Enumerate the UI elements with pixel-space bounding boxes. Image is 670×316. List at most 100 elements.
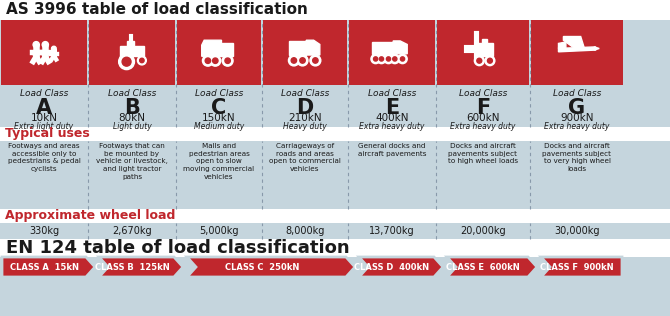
Circle shape: [291, 58, 297, 63]
Text: B: B: [124, 98, 140, 118]
FancyBboxPatch shape: [89, 20, 175, 85]
Text: Load Class: Load Class: [195, 89, 243, 98]
Text: 330kg: 330kg: [29, 226, 59, 236]
Circle shape: [299, 58, 306, 63]
Circle shape: [401, 57, 405, 61]
Circle shape: [377, 54, 386, 64]
Polygon shape: [120, 41, 144, 56]
Circle shape: [122, 57, 131, 66]
Text: Malls and
pedestrian areas
open to slow
moving commercial
vehicles: Malls and pedestrian areas open to slow …: [184, 143, 255, 180]
Text: AS 3996 table of load classification: AS 3996 table of load classification: [6, 3, 308, 17]
Text: Docks and aircraft
pavements subject
to high wheel loads: Docks and aircraft pavements subject to …: [448, 143, 518, 165]
Text: 150kN: 150kN: [202, 113, 236, 123]
FancyBboxPatch shape: [263, 20, 347, 85]
Circle shape: [42, 42, 48, 48]
Polygon shape: [447, 257, 537, 277]
Circle shape: [373, 57, 378, 61]
Text: Footways that can
be mounted by
vehicle or livestock,
and light tractor
paths: Footways that can be mounted by vehicle …: [96, 143, 168, 180]
Polygon shape: [2, 257, 95, 277]
Text: Load Class: Load Class: [553, 89, 601, 98]
Circle shape: [202, 55, 213, 66]
Text: 80kN: 80kN: [119, 113, 145, 123]
Text: CLASS E  600kN: CLASS E 600kN: [446, 263, 520, 271]
Polygon shape: [476, 39, 493, 56]
Polygon shape: [289, 41, 306, 55]
Circle shape: [477, 58, 482, 63]
Text: Approximate wheel load: Approximate wheel load: [5, 210, 176, 222]
Text: E: E: [385, 98, 399, 118]
Text: Load Class: Load Class: [20, 89, 68, 98]
FancyBboxPatch shape: [349, 20, 435, 85]
Text: Typical uses: Typical uses: [5, 127, 90, 141]
Circle shape: [488, 58, 492, 63]
Text: Light duty: Light duty: [113, 122, 151, 131]
FancyBboxPatch shape: [0, 239, 670, 257]
Text: Load Class: Load Class: [368, 89, 416, 98]
Text: EN 124 table of load classification: EN 124 table of load classification: [6, 239, 350, 257]
Circle shape: [297, 55, 308, 66]
FancyBboxPatch shape: [0, 127, 670, 141]
Polygon shape: [393, 41, 407, 54]
Polygon shape: [99, 257, 183, 277]
Text: 8,000kg: 8,000kg: [285, 226, 325, 236]
Polygon shape: [372, 42, 393, 54]
Text: CLASS A  15kN: CLASS A 15kN: [9, 263, 78, 271]
Text: 600kN: 600kN: [466, 113, 500, 123]
Text: Carriageways of
roads and areas
open to commercial
vehicles: Carriageways of roads and areas open to …: [269, 143, 341, 172]
Text: Extra heavy duty: Extra heavy duty: [544, 122, 610, 131]
Polygon shape: [559, 47, 596, 52]
Circle shape: [210, 55, 220, 66]
Text: A: A: [36, 98, 52, 118]
Circle shape: [384, 54, 393, 64]
Circle shape: [474, 56, 484, 66]
Circle shape: [393, 57, 397, 61]
Text: 210kN: 210kN: [288, 113, 322, 123]
Text: CLASS F  900kN: CLASS F 900kN: [540, 263, 614, 271]
FancyBboxPatch shape: [177, 20, 261, 85]
Circle shape: [225, 58, 230, 64]
Circle shape: [387, 57, 391, 61]
Text: D: D: [296, 98, 314, 118]
Circle shape: [398, 54, 407, 64]
Text: Heavy duty: Heavy duty: [283, 122, 327, 131]
Circle shape: [371, 54, 381, 64]
Text: 400kN: 400kN: [375, 113, 409, 123]
Text: Load Class: Load Class: [281, 89, 329, 98]
Text: Extra heavy duty: Extra heavy duty: [450, 122, 516, 131]
Text: CLASS C  250kN: CLASS C 250kN: [225, 263, 299, 271]
Text: 20,000kg: 20,000kg: [460, 226, 506, 236]
Circle shape: [139, 58, 144, 63]
Circle shape: [52, 46, 56, 51]
Circle shape: [212, 58, 218, 64]
Circle shape: [33, 42, 40, 48]
Circle shape: [485, 56, 495, 66]
Text: 10kN: 10kN: [31, 113, 58, 123]
Text: Footways and areas
accessible only to
pedestrians & pedal
cyclists: Footways and areas accessible only to pe…: [7, 143, 80, 172]
Circle shape: [222, 55, 233, 66]
Text: 13,700kg: 13,700kg: [369, 226, 415, 236]
Polygon shape: [220, 43, 232, 56]
FancyBboxPatch shape: [0, 209, 670, 223]
Polygon shape: [563, 37, 584, 48]
FancyBboxPatch shape: [437, 20, 529, 85]
Circle shape: [313, 58, 318, 63]
Polygon shape: [202, 40, 222, 56]
Circle shape: [390, 54, 399, 64]
Text: Load Class: Load Class: [459, 89, 507, 98]
FancyBboxPatch shape: [0, 0, 670, 20]
Circle shape: [119, 54, 135, 70]
Circle shape: [310, 55, 321, 66]
FancyBboxPatch shape: [1, 20, 87, 85]
Text: CLASS B  125kN: CLASS B 125kN: [94, 263, 170, 271]
Polygon shape: [359, 257, 443, 277]
Polygon shape: [559, 42, 566, 48]
Text: 2,670kg: 2,670kg: [112, 226, 152, 236]
Circle shape: [205, 58, 210, 64]
Text: F: F: [476, 98, 490, 118]
Text: CLASS D  400kN: CLASS D 400kN: [354, 263, 429, 271]
Polygon shape: [541, 257, 622, 277]
Text: General docks and
aircraft pavements: General docks and aircraft pavements: [358, 143, 426, 157]
Polygon shape: [594, 47, 599, 50]
Text: Load Class: Load Class: [108, 89, 156, 98]
Text: Docks and aircraft
pavements subject
to very high wheel
loads: Docks and aircraft pavements subject to …: [543, 143, 612, 172]
